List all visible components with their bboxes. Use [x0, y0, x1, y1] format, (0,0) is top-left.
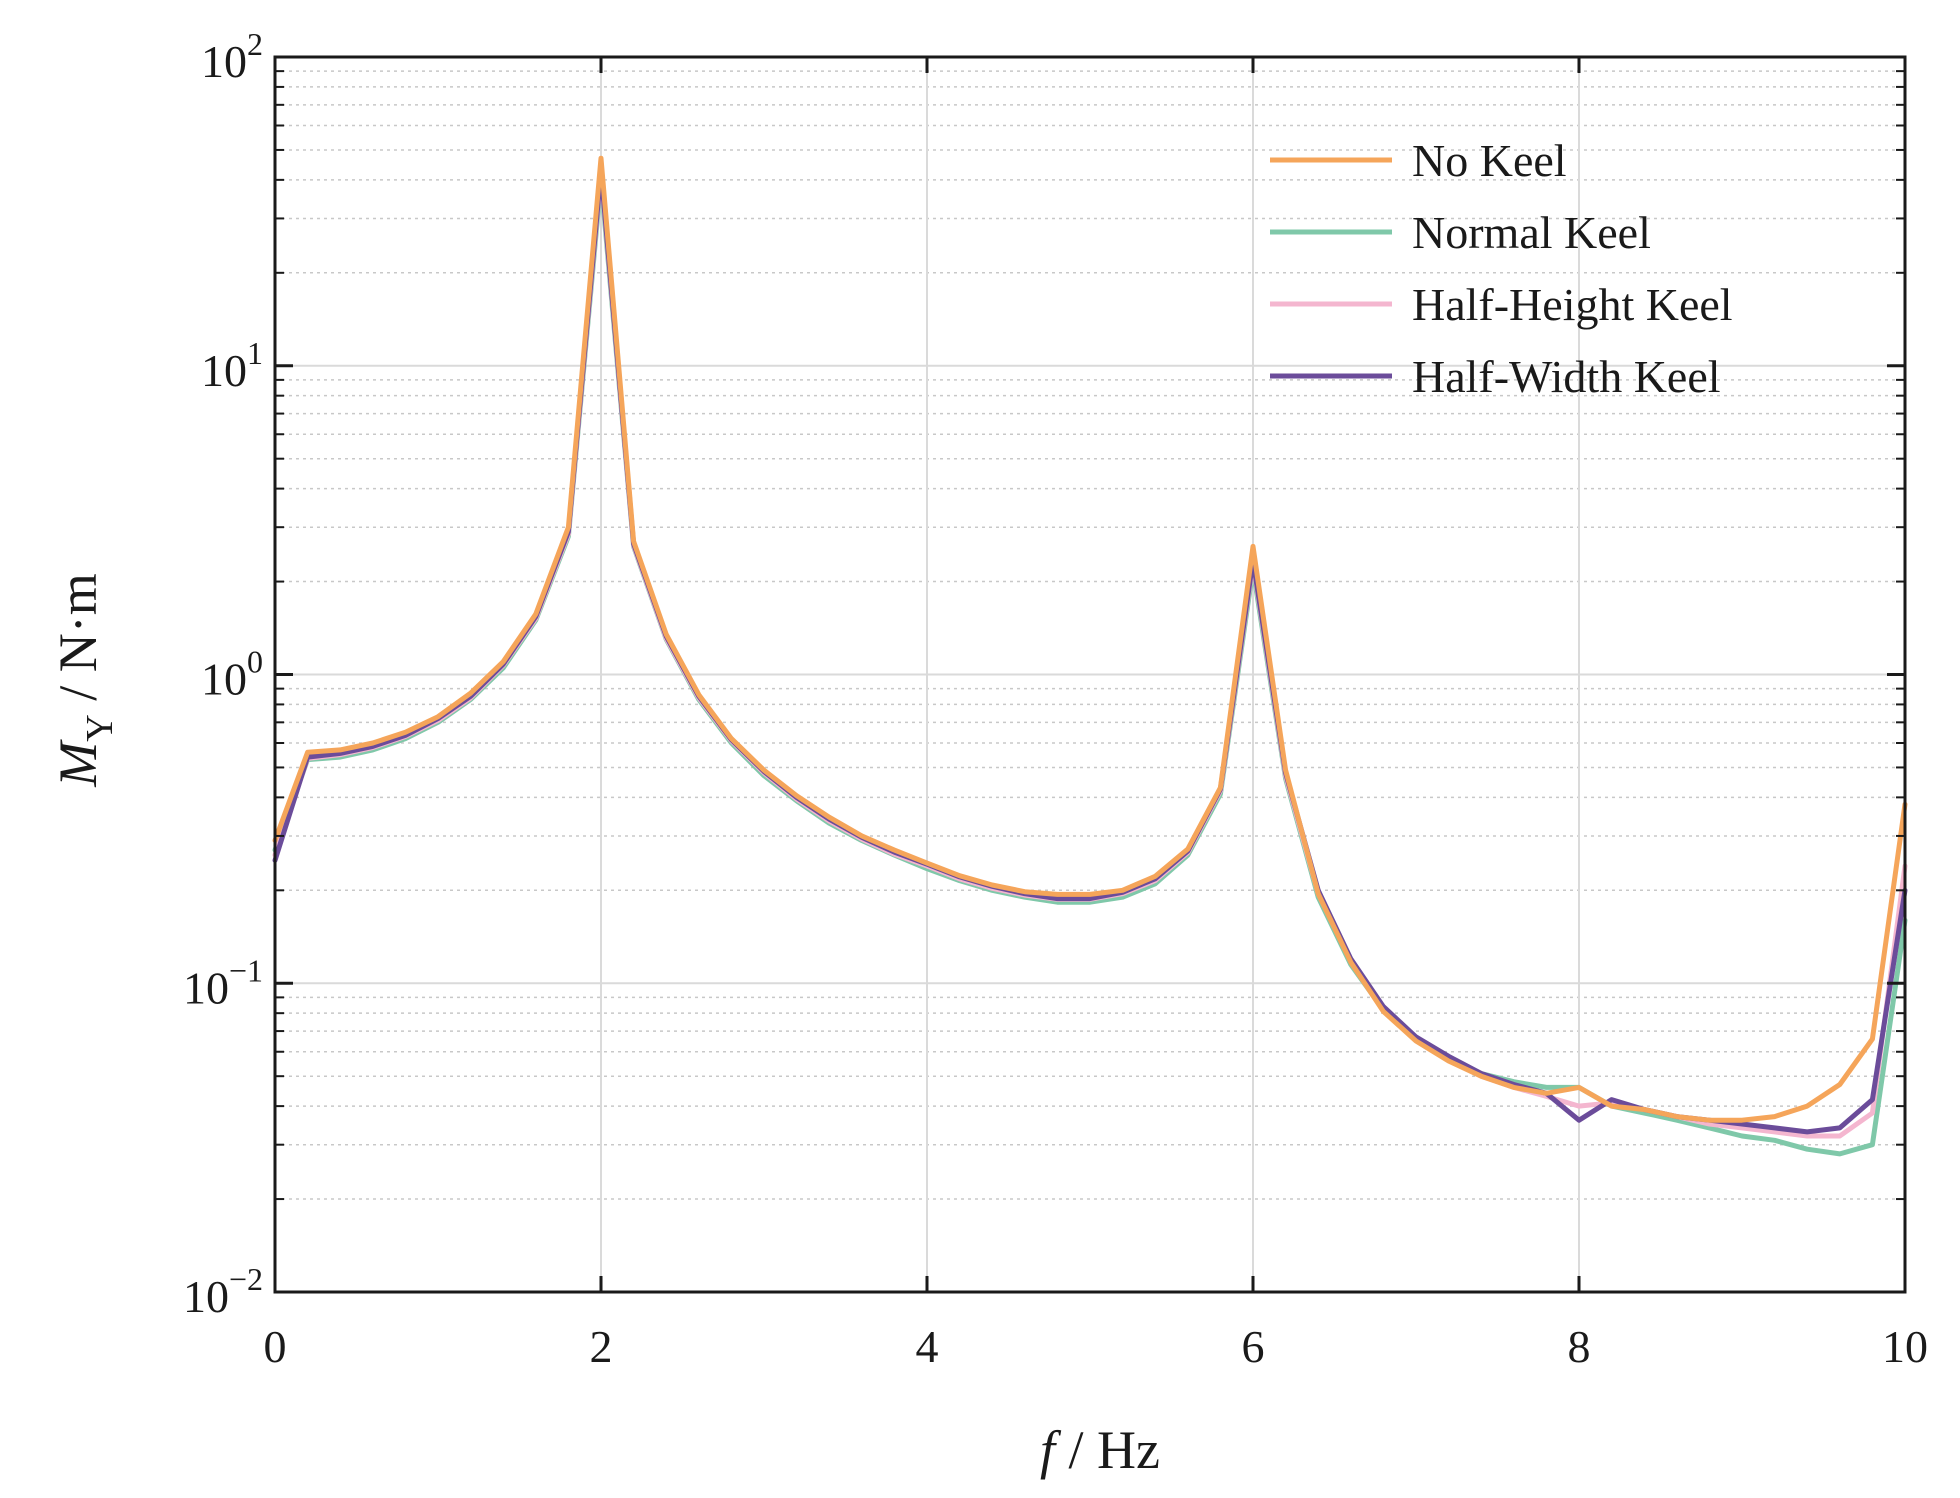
data-series — [272, 155, 1908, 1157]
legend-label-half-width-keel: Half-Width Keel — [1412, 351, 1721, 402]
legend-label-half-height-keel: Half-Height Keel — [1412, 279, 1733, 330]
x-tick-label: 10 — [1882, 1321, 1928, 1372]
y-axis-label-symbol: M — [48, 739, 108, 788]
y-tick-label-base: 10 — [201, 654, 247, 705]
x-tick-label: 4 — [916, 1321, 939, 1372]
x-axis-label-unit: / Hz — [1055, 1420, 1160, 1480]
y-tick-label-base: 10 — [201, 345, 247, 396]
x-axis-label: f / Hz — [1040, 1420, 1160, 1480]
y-tick-label-exponent: −1 — [229, 952, 263, 988]
y-tick-label: 10−1 — [183, 952, 263, 1013]
legend-label-normal-keel: Normal Keel — [1412, 207, 1651, 258]
y-tick-label-base: 10 — [201, 36, 247, 87]
y-axis-label-unit: / N·m — [48, 573, 108, 714]
y-tick-label: 101 — [201, 335, 263, 396]
y-tick-label: 102 — [201, 26, 263, 87]
y-tick-label: 100 — [201, 644, 263, 705]
y-tick-label-exponent: 0 — [247, 644, 263, 680]
x-tick-label: 0 — [264, 1321, 287, 1372]
x-tick-label: 8 — [1568, 1321, 1591, 1372]
y-tick-label-exponent: 2 — [247, 26, 263, 62]
y-tick-label-base: 10 — [183, 962, 229, 1013]
minor-gridlines — [275, 70, 1905, 1200]
y-tick-label: 10−2 — [183, 1261, 263, 1322]
legend: No Keel Normal Keel Half-Height Keel Half-W… — [1270, 135, 1733, 402]
y-tick-label-exponent: −2 — [229, 1261, 263, 1297]
y-axis-label-subscript: Y — [79, 714, 121, 741]
x-tick-label: 6 — [1242, 1321, 1265, 1372]
legend-label-no-keel: No Keel — [1412, 135, 1567, 186]
y-tick-label-exponent: 1 — [247, 335, 263, 371]
y-axis-label: MY / N·m — [48, 573, 121, 787]
y-tick-label-base: 10 — [183, 1271, 229, 1322]
x-tick-label: 2 — [590, 1321, 613, 1372]
series-line-no-keel — [272, 155, 1908, 1123]
